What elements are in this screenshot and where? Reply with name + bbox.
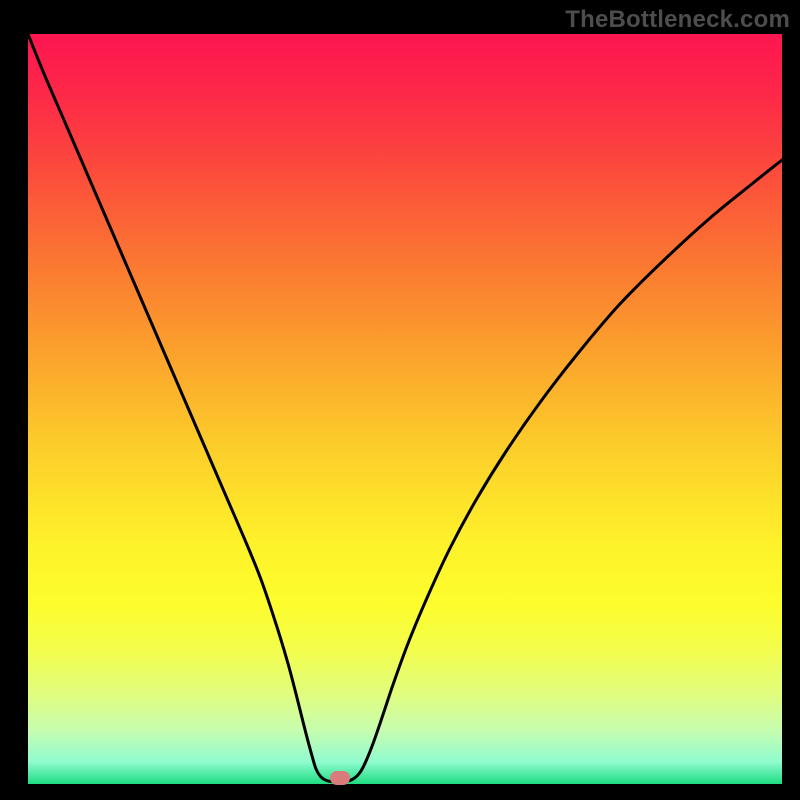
watermark-text: TheBottleneck.com [565,6,790,34]
bottleneck-curve [28,34,782,782]
chart-container: TheBottleneck.com [0,0,800,800]
plot-area [28,34,782,784]
curve-layer [28,34,782,784]
optimum-marker [330,771,350,785]
